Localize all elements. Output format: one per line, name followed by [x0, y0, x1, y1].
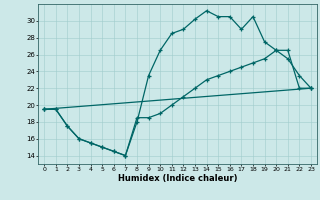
X-axis label: Humidex (Indice chaleur): Humidex (Indice chaleur) — [118, 174, 237, 183]
